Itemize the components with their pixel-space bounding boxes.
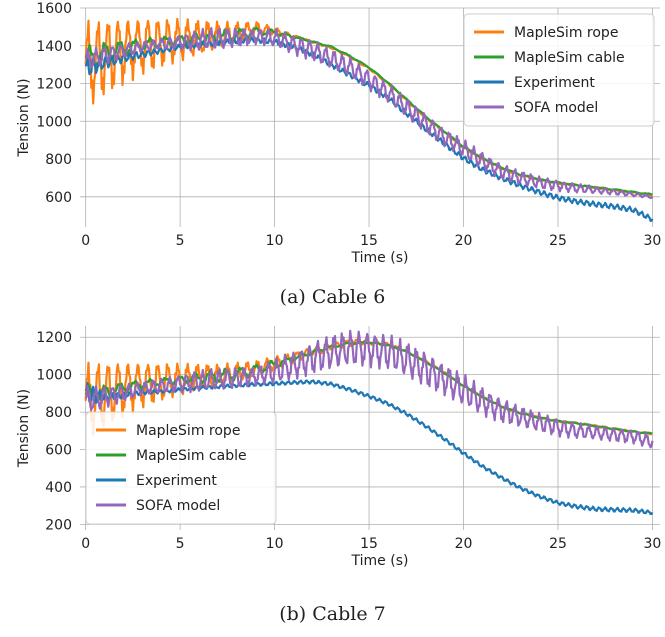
x-tick-label: 25 (549, 536, 567, 552)
caption-cable-7: (b) Cable 7 (279, 603, 386, 625)
legend-label: MapleSim cable (514, 50, 625, 66)
x-tick-label: 10 (266, 233, 284, 249)
legend: MapleSim rope MapleSim cable Experiment SOF… (85, 411, 277, 525)
x-axis-label: Time (s) (351, 553, 409, 569)
y-tick-label: 1000 (36, 114, 72, 130)
legend: MapleSim rope MapleSim cable Experiment SOF… (463, 13, 655, 127)
x-tick-label: 0 (81, 233, 90, 249)
x-tick-label: 30 (644, 536, 662, 552)
legend-label: SOFA model (136, 498, 220, 514)
chart-cable-6: 0 5 10 15 20 25 30 600 800 1000 1200 1400 1600 Time (… (16, 1, 662, 266)
x-tick-label: 5 (176, 536, 185, 552)
y-tick-label: 600 (45, 190, 72, 206)
y-axis-label: Tension (N) (16, 78, 32, 157)
x-tick-label: 10 (266, 536, 284, 552)
y-tick-label: 400 (45, 480, 72, 496)
legend-box (85, 411, 277, 525)
y-tick-label: 1600 (36, 1, 72, 17)
y-tick-label: 200 (45, 517, 72, 533)
y-tick-label: 600 (45, 443, 72, 459)
legend-label: SOFA model (514, 100, 598, 116)
x-tick-label: 15 (360, 536, 378, 552)
legend-label: MapleSim rope (514, 25, 618, 41)
y-tick-label: 1000 (36, 368, 72, 384)
x-tick-label: 5 (176, 233, 185, 249)
caption-cable-6: (a) Cable 6 (279, 286, 386, 308)
x-tick-label: 30 (644, 233, 662, 249)
series-line-sofa-model (84, 329, 654, 449)
legend-label: Experiment (136, 473, 217, 489)
series-line-experiment (84, 379, 654, 516)
series-line-experiment (84, 36, 654, 222)
y-tick-label: 1400 (36, 39, 72, 55)
y-tick-label: 1200 (36, 330, 72, 346)
series-line-sofa-model (84, 27, 654, 200)
legend-label: Experiment (514, 75, 595, 91)
y-tick-label: 1200 (36, 77, 72, 93)
x-tick-label: 0 (81, 536, 90, 552)
x-axis-label: Time (s) (351, 250, 409, 266)
y-tick-label: 800 (45, 405, 72, 421)
legend-label: MapleSim cable (136, 448, 247, 464)
y-axis-label: Tension (N) (16, 389, 32, 468)
x-tick-label: 25 (549, 233, 567, 249)
chart-cable-7: 0 5 10 15 20 25 30 200 400 600 800 1000 1200 Time (s)… (16, 326, 662, 569)
x-tick-label: 20 (455, 233, 473, 249)
x-tick-label: 15 (360, 233, 378, 249)
legend-box (463, 13, 655, 127)
legend-label: MapleSim rope (136, 423, 240, 439)
x-tick-label: 20 (455, 536, 473, 552)
y-tick-label: 800 (45, 152, 72, 168)
